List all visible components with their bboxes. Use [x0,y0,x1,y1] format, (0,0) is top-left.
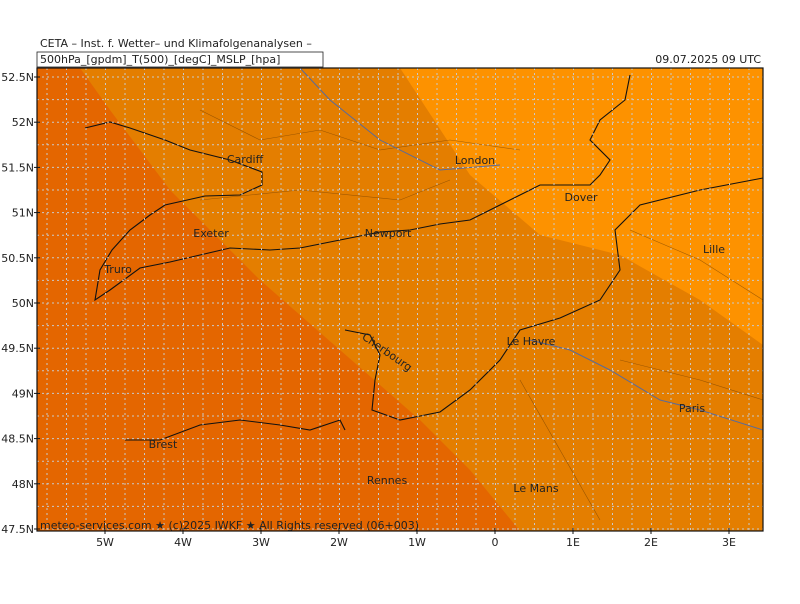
city-label: London [455,154,495,167]
lat-label: 50.5N [1,252,34,265]
lat-label: 49.5N [1,342,34,355]
warm-band [37,68,520,531]
map-area: Cardiff London Dover Exeter Newport Lille Trur… [36,67,764,532]
axis-labels: 52.5N 52N 51.5N 51N 50.5N 50N 49.5N 49N 48.5N 48N… [1,71,736,549]
header-title: CETA – Inst. f. Wetter– und Klimafolgena… [40,37,312,50]
city-label: Le Mans [513,482,558,495]
lat-label: 51.5N [1,161,34,174]
coast-england [84,74,631,302]
footer-credit: meteo-services.com ★ (c)2025 IWKF ★ All … [40,519,419,532]
lat-label: 48N [12,478,34,491]
product-box [36,51,324,68]
coast-brittany [125,419,346,441]
lat-label: 49N [12,387,34,400]
lat-label: 52N [12,116,34,129]
city-label: Lille [703,243,725,256]
lat-label: 47.5N [1,523,34,536]
city-label: Dover [565,191,598,204]
lon-label: 2E [644,536,658,549]
city-label: Truro [103,263,132,276]
lat-label: 50N [12,297,34,310]
city-label: Paris [679,402,705,415]
lon-label: 5W [96,536,114,549]
city-label: Rennes [367,474,408,487]
lon-label: 3E [722,536,736,549]
city-label: Exeter [193,227,229,240]
lon-label: 1E [566,536,580,549]
map-frame [36,67,764,532]
lat-label: 52.5N [1,71,34,84]
graticule [37,68,763,531]
city-label: Newport [365,227,412,240]
city-label: Le Havre [507,335,556,348]
coast-normandy [344,177,764,421]
product-label: 500hPa_[gpdm]_T(500)_[degC]_MSLP_[hpa] [40,53,280,66]
datetime-label: 09.07.2025 09 UTC [655,53,761,66]
lon-label: 1W [408,536,426,549]
lat-label: 48.5N [1,433,34,446]
cool-band [400,68,763,345]
lon-label: 3W [252,536,270,549]
lon-label: 0 [492,536,499,549]
lat-label: 51N [12,207,34,220]
lon-label: 2W [330,536,348,549]
city-label: Cardiff [227,153,264,166]
city-label: Brest [149,438,178,451]
lon-label: 4W [174,536,192,549]
admin-borders [199,109,764,521]
